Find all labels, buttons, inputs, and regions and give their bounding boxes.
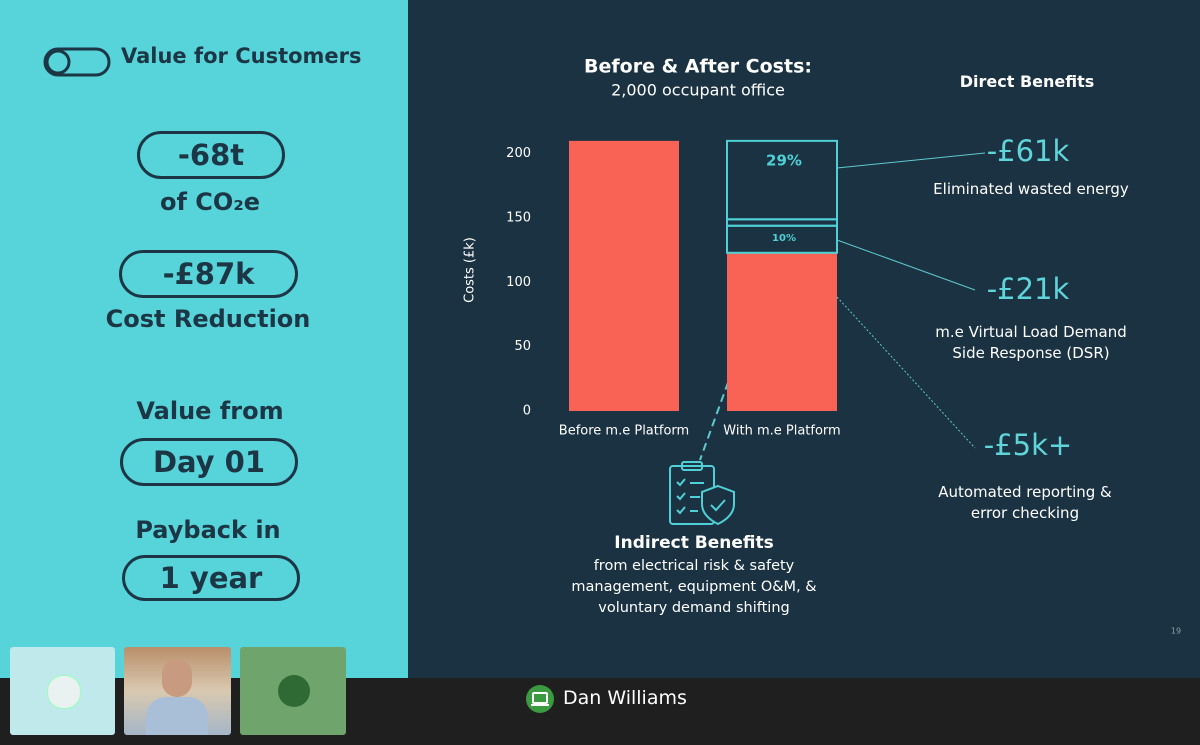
speaker-icon (526, 685, 554, 713)
video-tile[interactable] (240, 647, 346, 735)
bar-segment (727, 252, 837, 411)
chart: Before & After Costs: 2,000 occupant off… (463, 56, 1182, 636)
x-tick-label: With m.e Platform (723, 424, 840, 439)
x-tick-label: Before m.e Platform (559, 424, 689, 439)
cost-value: -£87k (119, 250, 298, 298)
benefit-label: Eliminated wasted energy (933, 180, 1129, 198)
direct-title: Direct Benefits (959, 72, 1095, 91)
benefit-label: Automated reporting & error checking (938, 483, 1112, 522)
benefit-value: -£61k (986, 134, 1070, 168)
benefit-value: -£5k+ (983, 428, 1073, 462)
y-tick-label: 200 (506, 146, 531, 161)
indirect-icon (669, 461, 735, 526)
video-tile[interactable] (10, 647, 115, 735)
value-from: Day 01 (120, 438, 298, 486)
cost-label: Cost Reduction (105, 305, 311, 333)
speaker-name: Dan Williams (563, 687, 687, 709)
co2-value: -68t (137, 131, 285, 179)
benefit-value: -£21k (986, 272, 1070, 306)
chart-title: Before & After Costs: (584, 56, 812, 78)
slide-number: 19 (1171, 627, 1181, 636)
value-label: 10% (772, 233, 796, 244)
left-panel: Value for Customers -68t of CO₂e -£87k C… (0, 0, 408, 678)
bar-segment (569, 140, 679, 411)
video-tile[interactable] (124, 647, 231, 735)
payback-label: Payback in (135, 516, 281, 544)
value-label: 29% (766, 151, 802, 169)
indirect-title: Indirect Benefits (614, 533, 774, 553)
payback: 1 year (122, 555, 300, 601)
panel-title: Value for Customers (121, 44, 362, 68)
benefit-label: m.e Virtual Load Demand Side Response (D… (935, 323, 1127, 362)
y-tick-label: 0 (523, 404, 531, 419)
y-tick-label: 50 (514, 339, 531, 354)
indirect-text: from electrical risk & safety management… (571, 558, 817, 616)
y-tick-label: 150 (506, 211, 531, 226)
toggle-icon (43, 47, 111, 77)
chart-subtitle: 2,000 occupant office (611, 81, 785, 100)
bar-segment (726, 139, 838, 221)
value-from-label: Value from (136, 397, 284, 425)
y-axis-label: Costs (£k) (463, 237, 478, 303)
co2-label: of CO₂e (159, 188, 261, 216)
y-tick-label: 100 (506, 275, 531, 290)
